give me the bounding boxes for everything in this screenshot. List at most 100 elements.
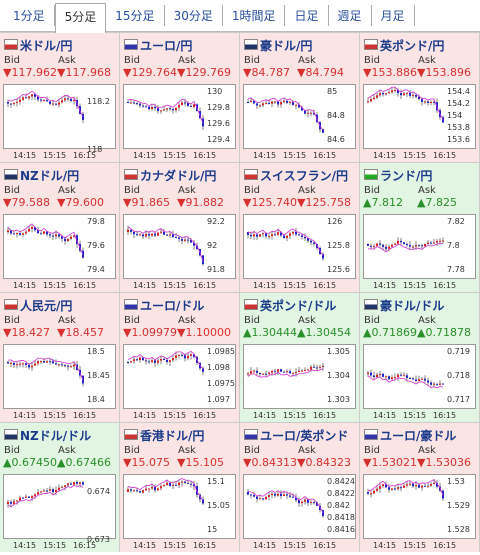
bid-value: ▲0.71869 [363, 326, 417, 339]
tab[interactable]: 15分足 [106, 5, 165, 26]
candle [193, 484, 195, 487]
candle [265, 102, 267, 104]
candle [40, 361, 42, 363]
chart-frame [3, 344, 116, 409]
candle [391, 377, 393, 380]
flag-icon [244, 299, 258, 310]
rate-panel[interactable]: ユーロ/ドル Bid Ask ▼1.09979 ▼1.10000 1.0985 1.098 1… [120, 293, 239, 422]
bid-label: Bid [4, 55, 20, 66]
candle [376, 243, 378, 246]
pair-name: カナダドル/円 [140, 169, 217, 183]
candle [49, 101, 51, 104]
candle [148, 361, 150, 363]
ask-value: ▼125.758 [297, 196, 351, 209]
y-axis-label: 79.6 [87, 241, 105, 250]
candle [427, 242, 429, 244]
candle [403, 375, 405, 377]
candle [160, 486, 162, 489]
x-axis-label: 15:15 [43, 411, 66, 420]
candle [307, 499, 309, 503]
candle [418, 379, 420, 382]
y-axis-label: 1.303 [327, 395, 350, 404]
candle [40, 233, 42, 235]
candle [370, 245, 372, 247]
ask-value: ▼1.53036 [417, 456, 471, 469]
x-axis-label: 15:15 [403, 281, 426, 290]
moving-average [7, 90, 84, 118]
candle [277, 232, 279, 235]
rate-panel[interactable]: 豪ドル/円 Bid Ask ▼84.787 ▼84.794 85 84.8 84.6 14:15… [240, 33, 359, 162]
candle [154, 487, 156, 491]
candle [148, 488, 150, 490]
y-axis-label: 0.717 [447, 395, 470, 404]
ask-label: Ask [418, 185, 436, 196]
x-axis-label: 15:15 [43, 281, 66, 290]
tab[interactable]: 1時間足 [223, 5, 286, 26]
candle [28, 364, 30, 368]
tab[interactable]: 月足 [372, 5, 415, 26]
candle [412, 378, 414, 380]
candle [295, 497, 297, 501]
ask-label: Ask [178, 55, 196, 66]
chart-frame [3, 474, 116, 539]
ask-value: ▼91.882 [177, 196, 224, 209]
rate-panel[interactable]: ユーロ/豪ドル Bid Ask ▼1.53021 ▼1.53036 1.53 1.529 1.… [360, 423, 479, 552]
candle [298, 370, 300, 373]
x-axis-label: 16:15 [193, 411, 216, 420]
rate-panel[interactable]: 人民元/円 Bid Ask ▼18.427 ▼18.457 18.5 18.45 18.4 14… [0, 293, 119, 422]
rate-panel[interactable]: NZドル/円 Bid Ask ▼79.588 ▼79.600 79.8 79.6 79.4 14… [0, 163, 119, 292]
candle [10, 103, 12, 105]
candle [130, 229, 132, 232]
rate-panel[interactable]: ランド/円 Bid Ask ▲7.812 ▲7.825 7.82 7.8 7.78 14:15 1… [360, 163, 479, 292]
ask-label: Ask [418, 445, 436, 456]
tab[interactable]: 30分足 [165, 5, 223, 26]
rate-panel[interactable]: 米ドル/円 Bid Ask ▼117.962 ▼117.968 118.2 118 14:15… [0, 33, 119, 162]
flag-icon [364, 429, 378, 440]
rate-grid: 米ドル/円 Bid Ask ▼117.962 ▼117.968 118.2 118 14:15… [0, 32, 480, 552]
candle [187, 102, 189, 106]
moving-average [367, 243, 444, 253]
rate-panel[interactable]: 香港ドル/円 Bid Ask ▼15.075 ▼15.105 15.1 15.05 15 14:… [120, 423, 239, 552]
candle [73, 482, 75, 485]
candle [436, 383, 438, 385]
tab[interactable]: 日足 [285, 5, 329, 26]
candle [382, 484, 384, 487]
candle [157, 232, 159, 236]
tab[interactable]: 週足 [329, 5, 372, 26]
rate-panel[interactable]: カナダドル/円 Bid Ask ▼91.865 ▼91.882 92.2 92 91.8 14:… [120, 163, 239, 292]
rate-panel[interactable]: NZドル/ドル Bid Ask ▲0.67450 ▲0.67466 0.674 0.673 1… [0, 423, 119, 552]
candle [49, 489, 51, 491]
candle [34, 226, 36, 231]
candle [259, 498, 261, 500]
candle [316, 367, 318, 369]
rate-panel[interactable]: 英ポンド/ドル Bid Ask ▲1.30444 ▲1.30454 1.305 1.304 1… [240, 293, 359, 422]
candle [136, 490, 138, 492]
candle [385, 93, 387, 95]
candle [307, 238, 309, 241]
candle [430, 483, 432, 486]
candle [433, 242, 435, 244]
x-axis-label: 14:15 [133, 281, 156, 290]
bid-label: Bid [244, 55, 260, 66]
rate-panel[interactable]: 豪ドル/ドル Bid Ask ▲0.71869 ▲0.71878 0.719 0.718 0.… [360, 293, 479, 422]
candle [34, 363, 36, 366]
candle [403, 93, 405, 96]
candle [262, 233, 264, 235]
chart-frame [243, 474, 356, 539]
candle [367, 101, 369, 103]
ask-value: ▼117.968 [57, 66, 111, 79]
rate-panel[interactable]: ユーロ/英ポンド Bid Ask ▼0.84313 ▼0.84323 0.8424 0.84… [240, 423, 359, 552]
y-axis-label: 153.6 [447, 135, 470, 144]
mini-chart: 118.2 118 14:15 15:15 16:15 [3, 84, 116, 160]
candle [286, 371, 288, 373]
candle [154, 106, 156, 109]
rate-panel[interactable]: スイスフラン/円 Bid Ask ▼125.740 ▼125.758 126 125.8 12… [240, 163, 359, 292]
rate-panel[interactable]: 英ポンド/円 Bid Ask ▼153.886 ▼153.896 154.4 154.2 15… [360, 33, 479, 162]
rate-panel[interactable]: ユーロ/円 Bid Ask ▼129.764 ▼129.769 130 129.8 129.6… [120, 33, 239, 162]
pair-name: NZドル/ドル [20, 429, 92, 443]
tab[interactable]: 5分足 [54, 3, 107, 34]
tab[interactable]: 1分足 [4, 5, 55, 26]
candle [259, 105, 261, 107]
candle [304, 499, 306, 502]
candle [397, 487, 399, 489]
